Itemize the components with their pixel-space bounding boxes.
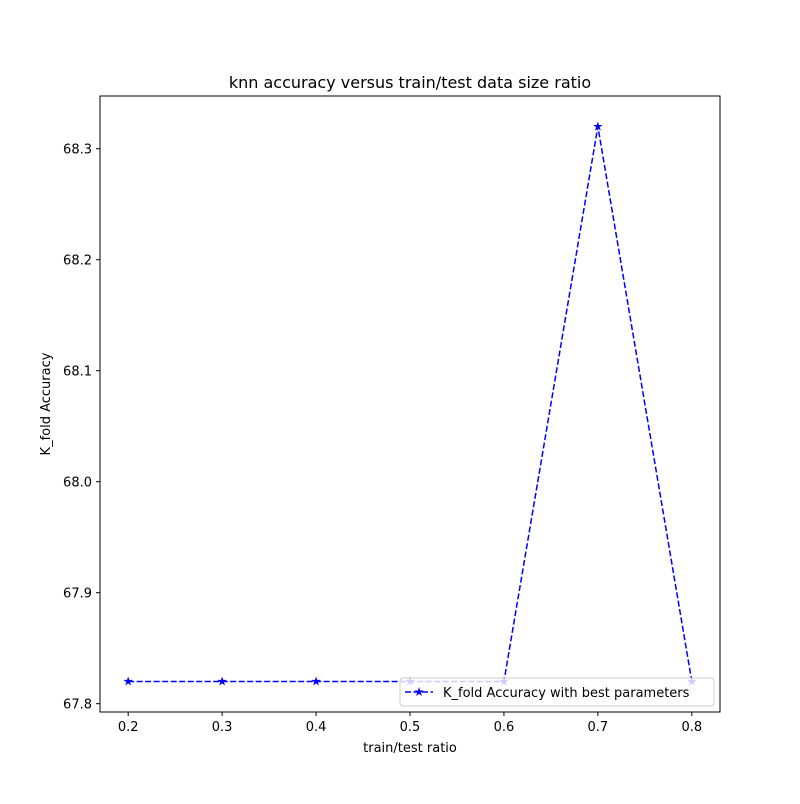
- data-point-star-marker: [593, 121, 603, 131]
- x-tick-label: 0.8: [681, 720, 702, 735]
- y-axis-label: K_fold Accuracy: [39, 352, 54, 455]
- y-axis-ticks: 67.8 67.9 68.0 68.1 68.2 68.3: [63, 143, 100, 713]
- data-point-star-marker: [123, 676, 133, 686]
- y-tick-label: 68.3: [63, 143, 92, 158]
- x-axis-ticks: 0.2 0.3 0.4 0.5 0.6 0.7 0.8: [118, 712, 702, 735]
- x-axis-label: train/test ratio: [363, 741, 457, 756]
- legend: K_fold Accuracy with best parameters: [399, 677, 715, 707]
- x-tick-label: 0.3: [212, 720, 233, 735]
- legend-label: K_fold Accuracy with best parameters: [443, 686, 690, 701]
- data-point-star-marker: [311, 676, 321, 686]
- y-tick-label: 67.9: [63, 587, 92, 602]
- y-tick-label: 68.1: [63, 365, 92, 380]
- data-point-star-marker: [217, 676, 227, 686]
- x-tick-label: 0.2: [118, 720, 139, 735]
- x-tick-label: 0.4: [306, 720, 327, 735]
- plot-frame: [99, 95, 721, 713]
- chart-title: knn accuracy versus train/test data size…: [229, 73, 591, 92]
- legend-box: [399, 677, 715, 707]
- y-tick-label: 67.8: [63, 698, 92, 713]
- y-tick-label: 68.2: [63, 254, 92, 269]
- y-tick-label: 68.0: [63, 476, 92, 491]
- x-tick-label: 0.5: [400, 720, 421, 735]
- x-tick-label: 0.7: [588, 720, 609, 735]
- legend-star-marker: [414, 687, 424, 697]
- x-tick-label: 0.6: [494, 720, 515, 735]
